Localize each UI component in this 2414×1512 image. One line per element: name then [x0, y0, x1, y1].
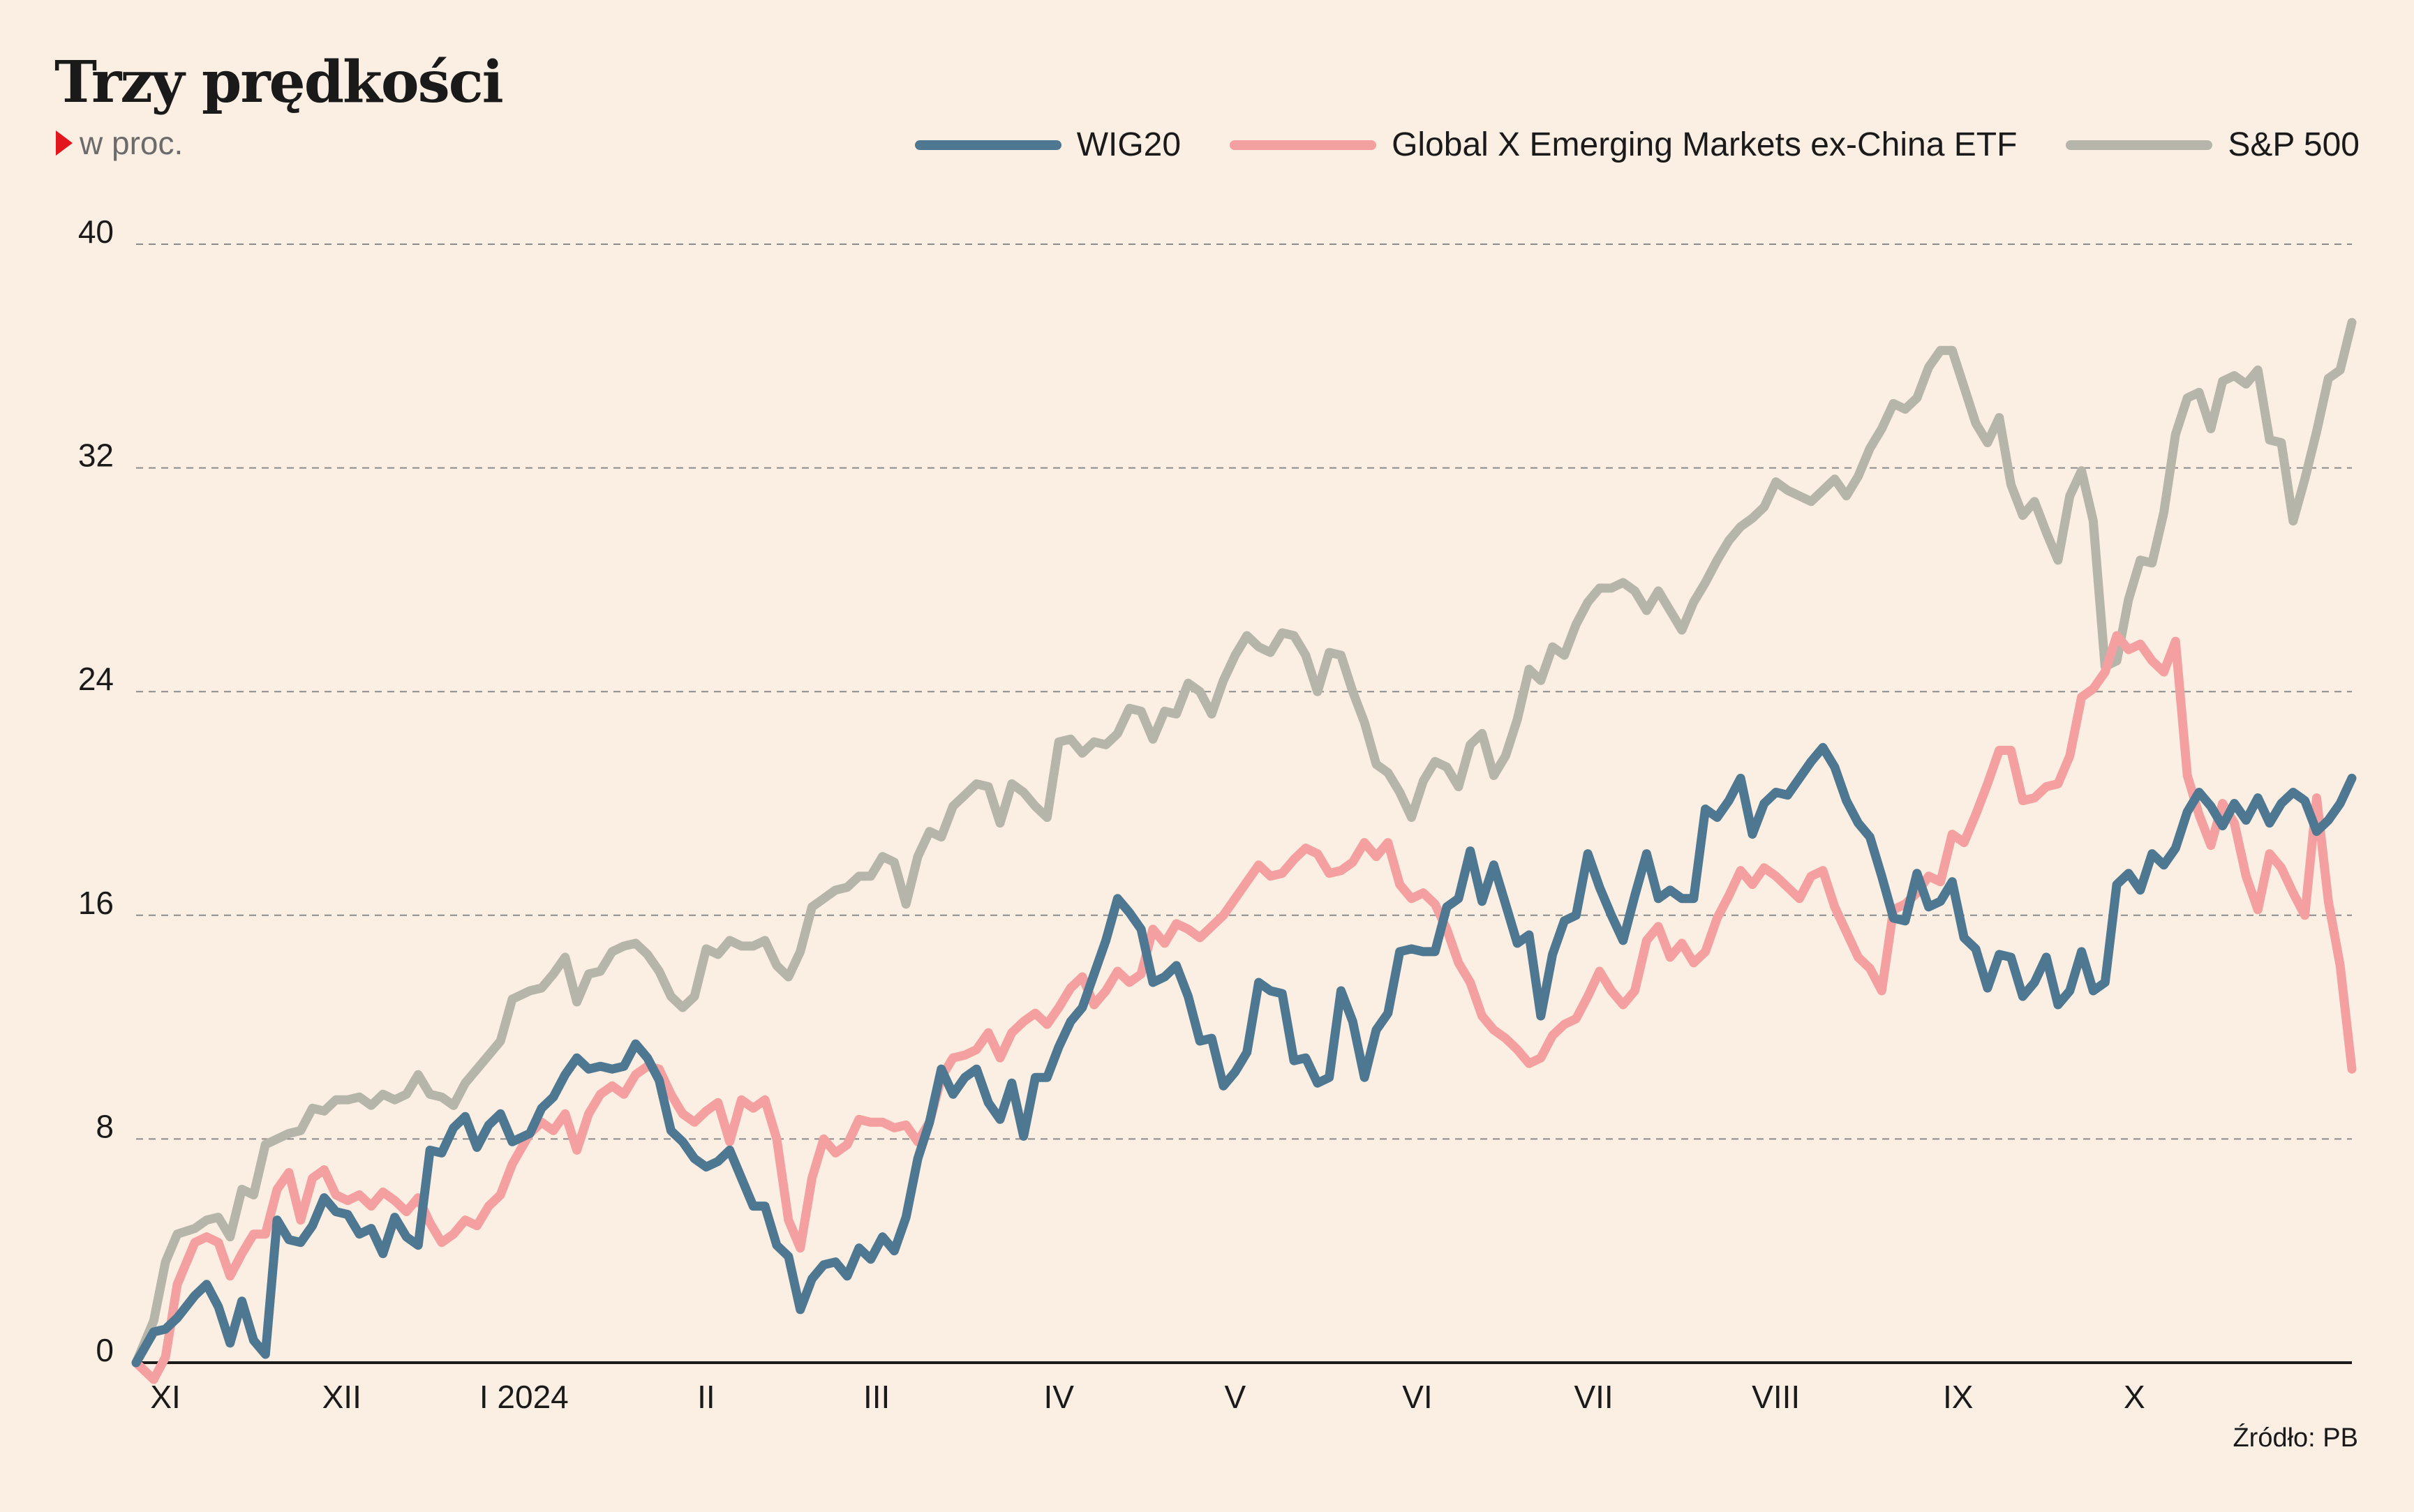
legend-swatch-sp500 [2066, 140, 2213, 150]
y-tick-label: 32 [78, 437, 114, 474]
x-tick-label: XI [150, 1379, 180, 1415]
x-tick-label: II [697, 1379, 715, 1415]
y-tick-label: 0 [96, 1332, 114, 1368]
chart-title: Trzy prędkości [54, 49, 504, 116]
series-line-s-p-500 [131, 317, 2357, 1368]
y-tick-label: 16 [78, 885, 114, 921]
legend-item-sp500: S&P 500 [2066, 126, 2360, 164]
legend-label-emerging: Global X Emerging Markets ex-China ETF [1392, 126, 2018, 163]
x-tick-label: V [1225, 1379, 1246, 1415]
legend-label-wig20: WIG20 [1076, 126, 1182, 163]
x-tick-label: VI [1402, 1379, 1432, 1415]
triangle-marker-icon [56, 130, 73, 156]
x-tick-label: IV [1043, 1379, 1074, 1415]
x-tick-label: I 2024 [479, 1379, 569, 1415]
legend-item-emerging: Global X Emerging Markets ex-China ETF [1230, 126, 2017, 164]
y-tick-label: 40 [78, 214, 114, 250]
series-line-wig20 [131, 742, 2357, 1368]
y-tick-label: 24 [78, 661, 114, 697]
x-tick-label: X [2124, 1379, 2145, 1415]
x-tick-label: VIII [1752, 1379, 1800, 1415]
x-tick-label: IX [1943, 1379, 1973, 1415]
legend-item-wig20: WIG20 [914, 126, 1182, 164]
unit-label: w proc. [80, 125, 184, 161]
y-tick-label: 8 [96, 1108, 114, 1144]
legend-swatch-emerging [1230, 140, 1377, 150]
series-line-global-x-emerging-markets-ex-china-etf [131, 631, 2357, 1384]
legend: WIG20 Global X Emerging Markets ex-China… [914, 126, 2360, 164]
legend-label-sp500: S&P 500 [2228, 126, 2360, 163]
legend-swatch-wig20 [914, 140, 1061, 150]
x-tick-label: XII [322, 1379, 362, 1415]
source-note: Źródło: PB [2233, 1423, 2358, 1453]
chart-subtitle: w proc. [56, 124, 183, 162]
x-tick-label: III [863, 1379, 890, 1415]
x-tick-label: VII [1574, 1379, 1613, 1415]
